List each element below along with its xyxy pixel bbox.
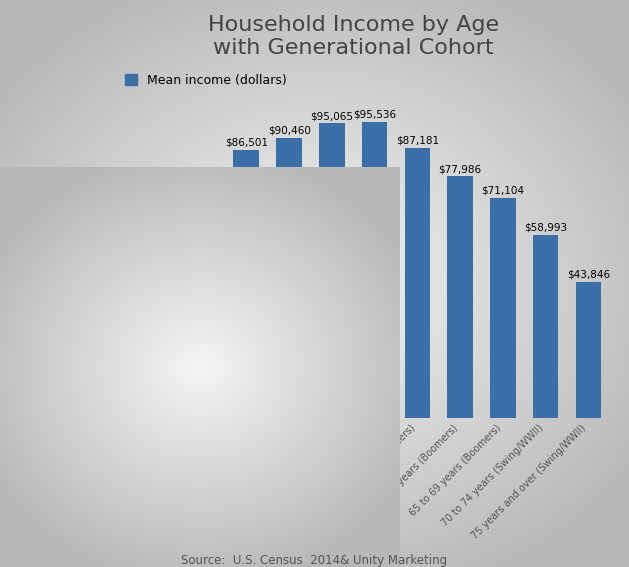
Text: $46,803: $46,803 <box>97 261 140 270</box>
Text: $95,536: $95,536 <box>353 109 396 120</box>
Text: $90,460: $90,460 <box>267 125 311 136</box>
Text: $62,766: $62,766 <box>139 211 182 221</box>
Text: $86,501: $86,501 <box>225 138 268 147</box>
Text: $87,181: $87,181 <box>396 136 439 146</box>
Bar <box>576 282 601 418</box>
Bar <box>191 186 216 418</box>
Bar <box>533 235 559 418</box>
Text: $74,799: $74,799 <box>182 174 225 184</box>
Bar <box>148 223 174 418</box>
Bar <box>319 123 345 418</box>
Bar <box>404 148 430 418</box>
Bar <box>362 122 387 418</box>
Title: Household Income by Age
with Generational Cohort: Household Income by Age with Generationa… <box>208 15 499 58</box>
Text: $95,065: $95,065 <box>310 111 353 121</box>
Text: $77,986: $77,986 <box>438 164 482 174</box>
Text: Source:  U.S. Census  2014& Unity Marketing: Source: U.S. Census 2014& Unity Marketin… <box>181 554 448 567</box>
Bar <box>276 138 302 418</box>
Legend: Mean income (dollars): Mean income (dollars) <box>125 74 287 87</box>
Text: $58,993: $58,993 <box>524 223 567 233</box>
Text: $71,104: $71,104 <box>481 185 525 196</box>
Bar <box>233 150 259 418</box>
Text: $43,846: $43,846 <box>567 270 610 280</box>
Bar <box>490 197 516 418</box>
Bar <box>105 273 131 418</box>
Bar <box>447 176 473 418</box>
